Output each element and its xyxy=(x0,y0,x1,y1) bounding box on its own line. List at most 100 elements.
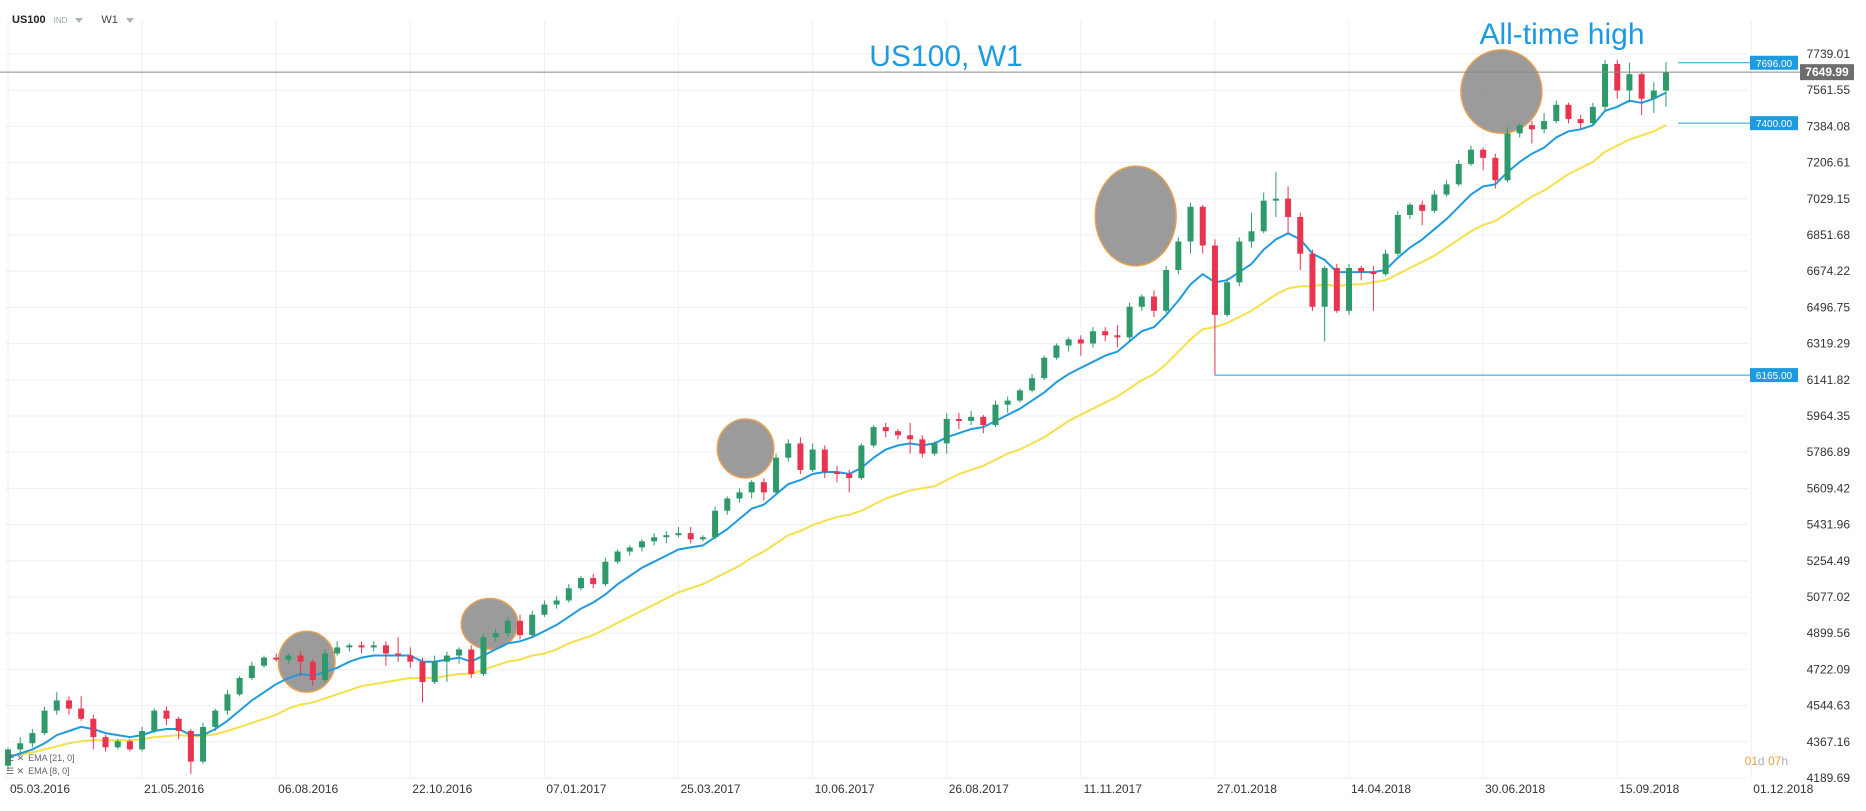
x-tick-label: 30.06.2018 xyxy=(1485,782,1545,796)
visibility-icon[interactable]: ☰ ✕ xyxy=(6,753,25,763)
indicator-label: EMA [21, 0] xyxy=(28,753,75,763)
indicator-ema8[interactable]: ☰ ✕ EMA [8, 0] xyxy=(6,765,75,778)
bearish-candle xyxy=(1309,253,1316,307)
x-tick-label: 10.06.2017 xyxy=(815,782,875,796)
bullish-candle xyxy=(1138,296,1145,307)
bullish-candle xyxy=(675,533,682,536)
visibility-icon[interactable]: ☰ ✕ xyxy=(6,766,25,776)
x-tick-label: 01.12.2018 xyxy=(1753,782,1813,796)
bearish-candle xyxy=(517,620,524,636)
bearish-candle xyxy=(1285,198,1292,217)
y-tick-label: 7029.15 xyxy=(1807,192,1851,206)
x-tick-label: 06.08.2016 xyxy=(278,782,338,796)
bearish-candle xyxy=(309,661,316,681)
bearish-candle xyxy=(468,649,475,674)
y-tick-label: 6141.82 xyxy=(1807,373,1851,387)
bullish-candle xyxy=(480,637,487,674)
bullish-candle xyxy=(1406,204,1413,215)
bullish-candle xyxy=(1541,121,1548,130)
bullish-candle xyxy=(724,498,731,511)
bullish-candle xyxy=(748,482,755,493)
bullish-candle xyxy=(773,457,780,493)
bearish-candle xyxy=(78,708,85,719)
bullish-candle xyxy=(1431,194,1438,211)
bullish-candle xyxy=(1187,206,1194,242)
bearish-candle xyxy=(1150,296,1157,311)
bearish-candle xyxy=(1297,216,1304,254)
y-tick-label: 4189.69 xyxy=(1807,771,1851,785)
bullish-candle xyxy=(712,510,719,538)
bearish-candle xyxy=(407,655,414,662)
x-tick-label: 21.05.2016 xyxy=(144,782,204,796)
y-tick-label: 7561.55 xyxy=(1807,83,1851,97)
indicator-ema21[interactable]: ☰ ✕ EMA [21, 0] xyxy=(6,752,75,765)
bullish-candle xyxy=(248,665,255,678)
bullish-candle xyxy=(1455,163,1462,185)
bullish-candle xyxy=(370,645,377,648)
y-tick-label: 6674.22 xyxy=(1807,264,1851,278)
bullish-candle xyxy=(1516,125,1523,134)
bullish-candle xyxy=(1346,267,1353,311)
bearish-candle xyxy=(1211,245,1218,315)
bearish-candle xyxy=(894,431,901,436)
bearish-candle xyxy=(1614,63,1621,91)
bullish-candle xyxy=(785,443,792,458)
bearish-candle xyxy=(919,439,926,454)
bullish-candle xyxy=(1260,200,1267,232)
bearish-candle xyxy=(1528,125,1535,130)
y-tick-label: 6319.29 xyxy=(1807,337,1851,351)
bearish-candle xyxy=(760,482,767,493)
bullish-candle xyxy=(736,492,743,499)
bearish-candle xyxy=(1199,206,1206,246)
chevron-down-icon[interactable] xyxy=(125,17,134,23)
bullish-candle xyxy=(114,741,121,748)
x-tick-label: 27.01.2018 xyxy=(1217,782,1277,796)
x-tick-label: 07.01.2017 xyxy=(546,782,606,796)
bearish-candle xyxy=(1333,267,1340,311)
bullish-candle xyxy=(29,733,36,744)
bullish-candle xyxy=(1065,339,1072,346)
bearish-candle xyxy=(419,661,426,683)
bearish-candle xyxy=(187,731,194,762)
y-tick-label: 5609.42 xyxy=(1807,481,1851,495)
bullish-candle xyxy=(492,633,499,638)
bullish-candle xyxy=(1663,72,1669,91)
countdown-hours: 07 xyxy=(1767,754,1782,768)
bearish-candle xyxy=(1565,104,1572,120)
bullish-candle xyxy=(1272,198,1279,201)
y-tick-label: 5254.49 xyxy=(1807,554,1851,568)
bearish-candle xyxy=(882,427,889,432)
bullish-candle xyxy=(651,537,658,542)
y-tick-label: 7206.61 xyxy=(1807,156,1851,170)
timeframe-selector[interactable]: W1 xyxy=(101,14,118,26)
bearish-candle xyxy=(1577,119,1584,124)
bullish-candle xyxy=(870,427,877,446)
bullish-candle xyxy=(943,418,950,444)
countdown-days-unit: d xyxy=(1757,754,1765,768)
bearish-candle xyxy=(1638,74,1645,99)
bullish-candle xyxy=(321,653,328,681)
bearish-candle xyxy=(846,474,853,479)
x-tick-label: 11.11.2017 xyxy=(1084,782,1143,796)
bullish-candle xyxy=(1090,331,1097,344)
bullish-candle xyxy=(5,749,11,766)
chevron-down-icon[interactable] xyxy=(75,17,84,23)
bullish-candle xyxy=(663,535,670,538)
bullish-candle xyxy=(1163,270,1170,311)
bullish-candle xyxy=(1321,267,1328,307)
bearish-candle xyxy=(687,533,694,540)
bullish-candle xyxy=(1053,345,1060,358)
bullish-candle xyxy=(1029,378,1036,391)
bullish-candle xyxy=(212,710,219,727)
bearish-candle xyxy=(126,741,133,750)
indicator-label: EMA [8, 0] xyxy=(28,766,70,776)
bearish-candle xyxy=(955,418,962,421)
bearish-candle xyxy=(395,653,402,656)
bullish-candle xyxy=(1041,357,1048,379)
symbol-selector[interactable]: US100 xyxy=(12,14,46,26)
highlight-ellipse xyxy=(1094,165,1177,267)
chart-title: US100, W1 xyxy=(869,40,1022,73)
x-tick-label: 14.04.2018 xyxy=(1351,782,1411,796)
bearish-candle xyxy=(65,700,72,709)
